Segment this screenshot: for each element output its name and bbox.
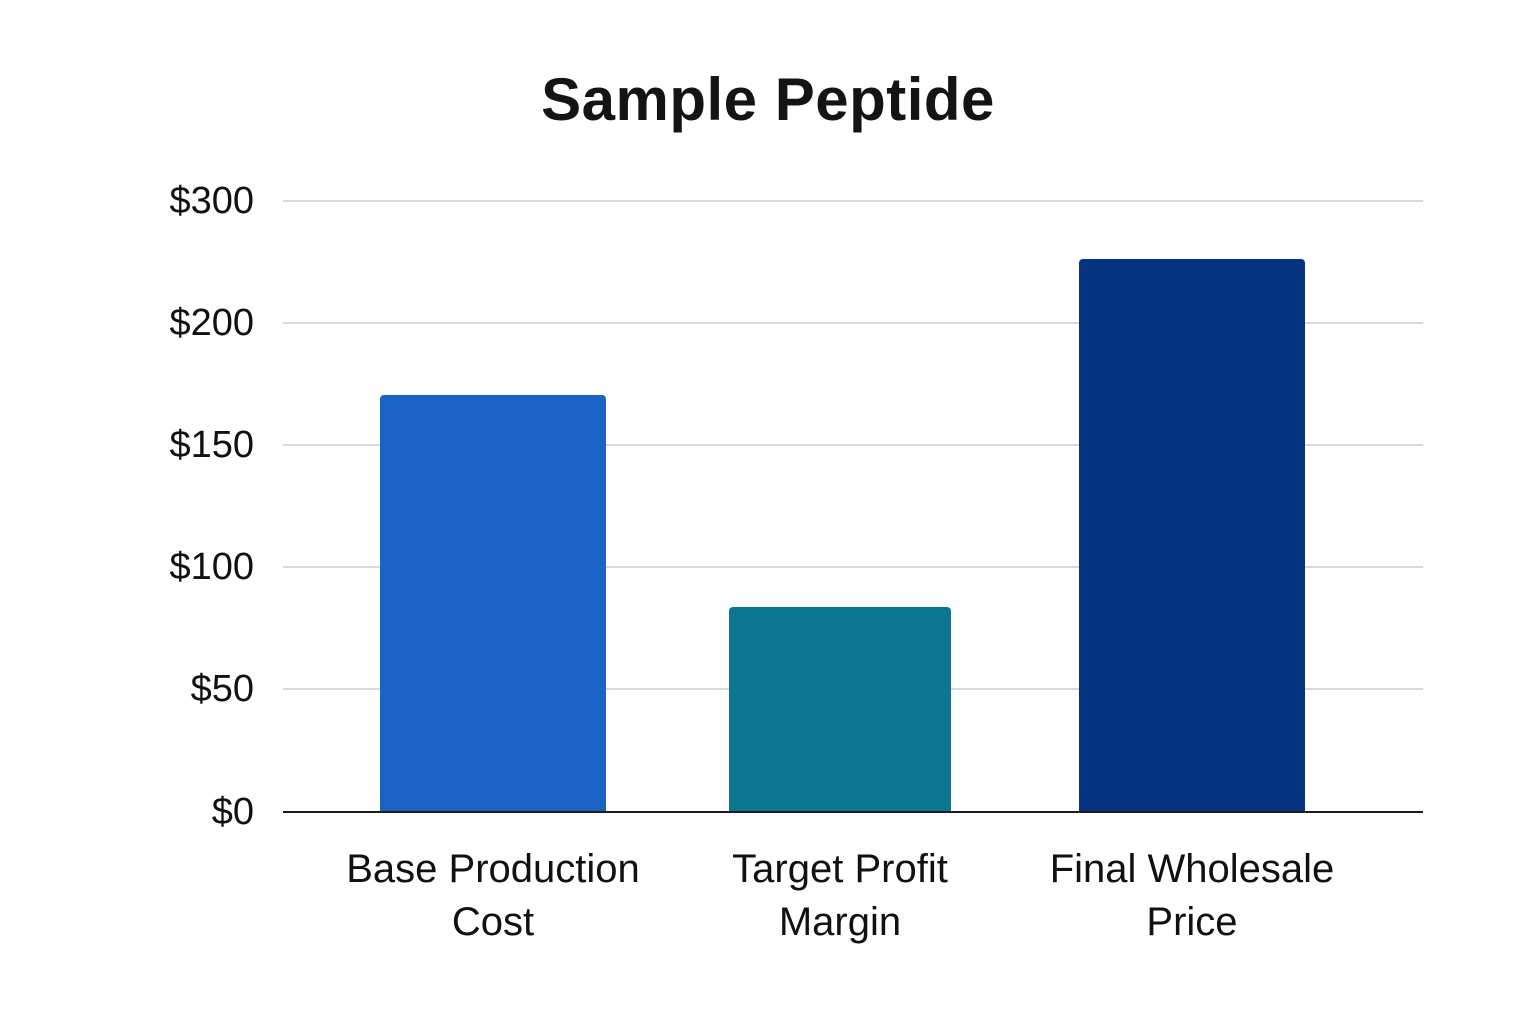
gridline (283, 322, 1423, 324)
bar-target-profit-margin (729, 607, 951, 811)
y-tick-label: $300 (169, 180, 254, 222)
gridline (283, 566, 1423, 568)
y-tick-label: $100 (169, 546, 254, 588)
y-tick-label: $150 (169, 424, 254, 466)
y-tick-label: $200 (169, 302, 254, 344)
y-tick-label: $50 (190, 668, 254, 710)
bar-final-wholesale-price (1079, 259, 1305, 811)
x-category-label: Target Profit Margin (732, 847, 948, 944)
bar-base-production-cost (380, 395, 606, 811)
y-tick-label: $0 (211, 791, 254, 833)
gridline (283, 444, 1423, 446)
gridline-top (283, 200, 1423, 202)
x-category-label: Base Production Cost (346, 847, 640, 944)
chart-title: Sample Peptide (541, 66, 995, 133)
x-axis-baseline (283, 811, 1423, 813)
x-category-label: Final Wholesale Price (1049, 847, 1335, 944)
